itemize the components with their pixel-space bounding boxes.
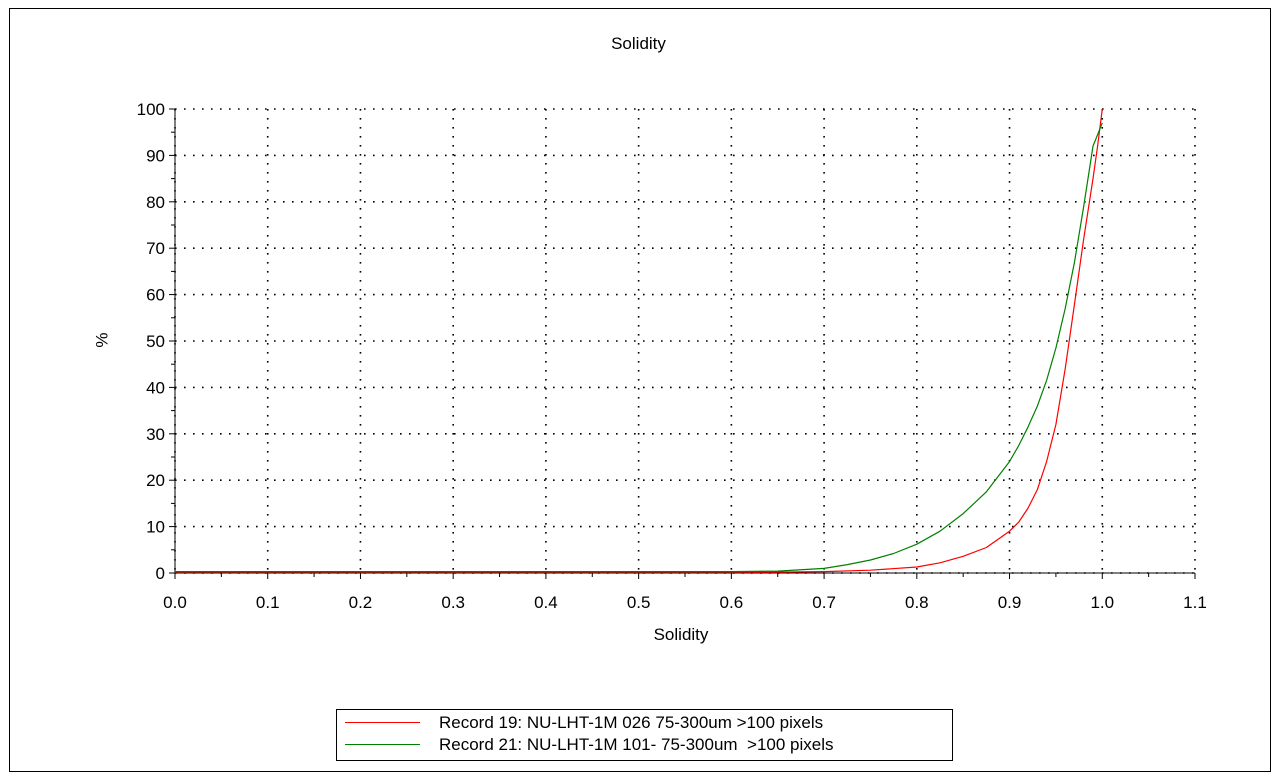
y-tick-label: 100 (137, 100, 165, 119)
x-tick-label: 1.1 (1183, 593, 1207, 612)
y-tick-label: 30 (146, 425, 165, 444)
x-tick-label: 0.7 (812, 593, 836, 612)
y-tick-label: 90 (146, 146, 165, 165)
legend: Record 19: NU-LHT-1M 026 75-300um >100 p… (336, 709, 953, 761)
legend-item: Record 21: NU-LHT-1M 101- 75-300um >100 … (337, 734, 952, 756)
grid-lines (174, 108, 1196, 574)
y-tick-label: 50 (146, 332, 165, 351)
y-tick-label: 40 (146, 378, 165, 397)
y-tick-label: 0 (156, 564, 165, 583)
chart-frame (9, 8, 1271, 772)
legend-item: Record 19: NU-LHT-1M 026 75-300um >100 p… (337, 712, 952, 734)
x-tick-label: 0.0 (163, 593, 187, 612)
axes (169, 108, 1196, 579)
series-lines (175, 108, 1103, 573)
legend-label: Record 21: NU-LHT-1M 101- 75-300um >100 … (439, 735, 834, 754)
y-tick-label: 80 (146, 193, 165, 212)
chart-title: Solidity (611, 34, 666, 53)
y-tick-label: 70 (146, 239, 165, 258)
series-line-1 (175, 108, 1103, 573)
y-tick-label: 20 (146, 471, 165, 490)
tick-labels: 0.0 0.1 0.2 0.3 0.4 0.5 0.6 0.7 0.8 0.9 1.0 1.1 0 10 2… (137, 100, 1207, 612)
x-tick-label: 0.6 (720, 593, 744, 612)
series-line-2 (175, 122, 1103, 573)
legend-swatch-line (345, 722, 420, 723)
x-tick-label: 0.4 (534, 593, 558, 612)
x-axis-label: Solidity (653, 625, 709, 644)
legend-swatch-line (345, 744, 420, 745)
x-tick-label: 1.0 (1090, 593, 1114, 612)
y-tick-label: 10 (146, 518, 165, 537)
y-axis-label: % (92, 332, 112, 348)
x-tick-label: 0.2 (349, 593, 373, 612)
x-tick-label: 0.3 (441, 593, 465, 612)
x-tick-label: 0.5 (627, 593, 651, 612)
legend-label: Record 19: NU-LHT-1M 026 75-300um >100 p… (439, 713, 824, 732)
x-tick-label: 0.8 (905, 593, 929, 612)
x-tick-label: 0.9 (998, 593, 1022, 612)
y-tick-label: 60 (146, 286, 165, 305)
x-tick-label: 0.1 (256, 593, 280, 612)
